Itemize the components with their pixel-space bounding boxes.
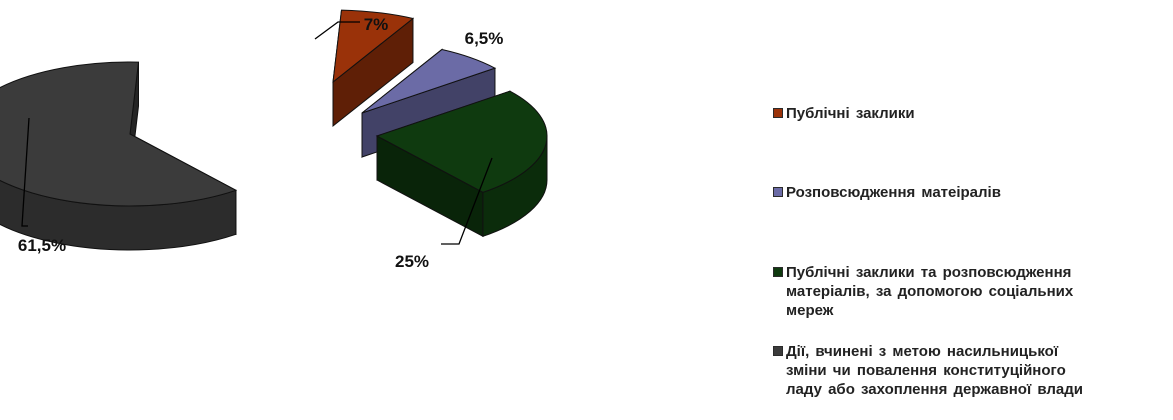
pie-slice-top xyxy=(332,9,415,84)
pie-slice-4 xyxy=(0,61,238,251)
legend-label: Публічні заклики та розповсюдження матер… xyxy=(786,264,1074,319)
pie-slice-3 xyxy=(375,90,548,238)
legend-label: Дії, вчинені з метою насильницької зміни… xyxy=(786,343,1083,398)
leader-line xyxy=(314,21,360,40)
pie-slice-1 xyxy=(332,9,415,128)
pie-slice-top xyxy=(361,48,497,114)
legend-label: Розповсюдження матеіралів xyxy=(786,184,1001,201)
legend-item: Публічні заклики та розповсюдження матер… xyxy=(773,263,1171,320)
pie-slice-top xyxy=(0,61,238,207)
leader-line xyxy=(21,117,30,227)
legend-item: Розповсюдження матеіралів xyxy=(773,183,1171,202)
pie-slice-top xyxy=(375,90,548,193)
legend-swatch xyxy=(773,346,783,356)
legend-item: Публічні заклики xyxy=(773,104,1171,123)
legend-swatch xyxy=(773,108,783,118)
leader-line xyxy=(441,157,493,245)
legend-swatch xyxy=(773,267,783,277)
legend-item: Дії, вчинені з метою насильницької зміни… xyxy=(773,342,1171,399)
data-label: 7% xyxy=(364,15,389,34)
data-label: 6,5% xyxy=(465,29,504,48)
chart-legend: Публічні заклики Розповсюдження матеіралі… xyxy=(773,0,1173,415)
data-label: 25% xyxy=(395,252,429,271)
legend-label: Публічні заклики xyxy=(786,105,915,122)
pie-chart-svg: 7% 6,5% 25% 61,5% xyxy=(0,9,548,271)
legend-swatch xyxy=(773,187,783,197)
data-label: 61,5% xyxy=(18,236,66,255)
